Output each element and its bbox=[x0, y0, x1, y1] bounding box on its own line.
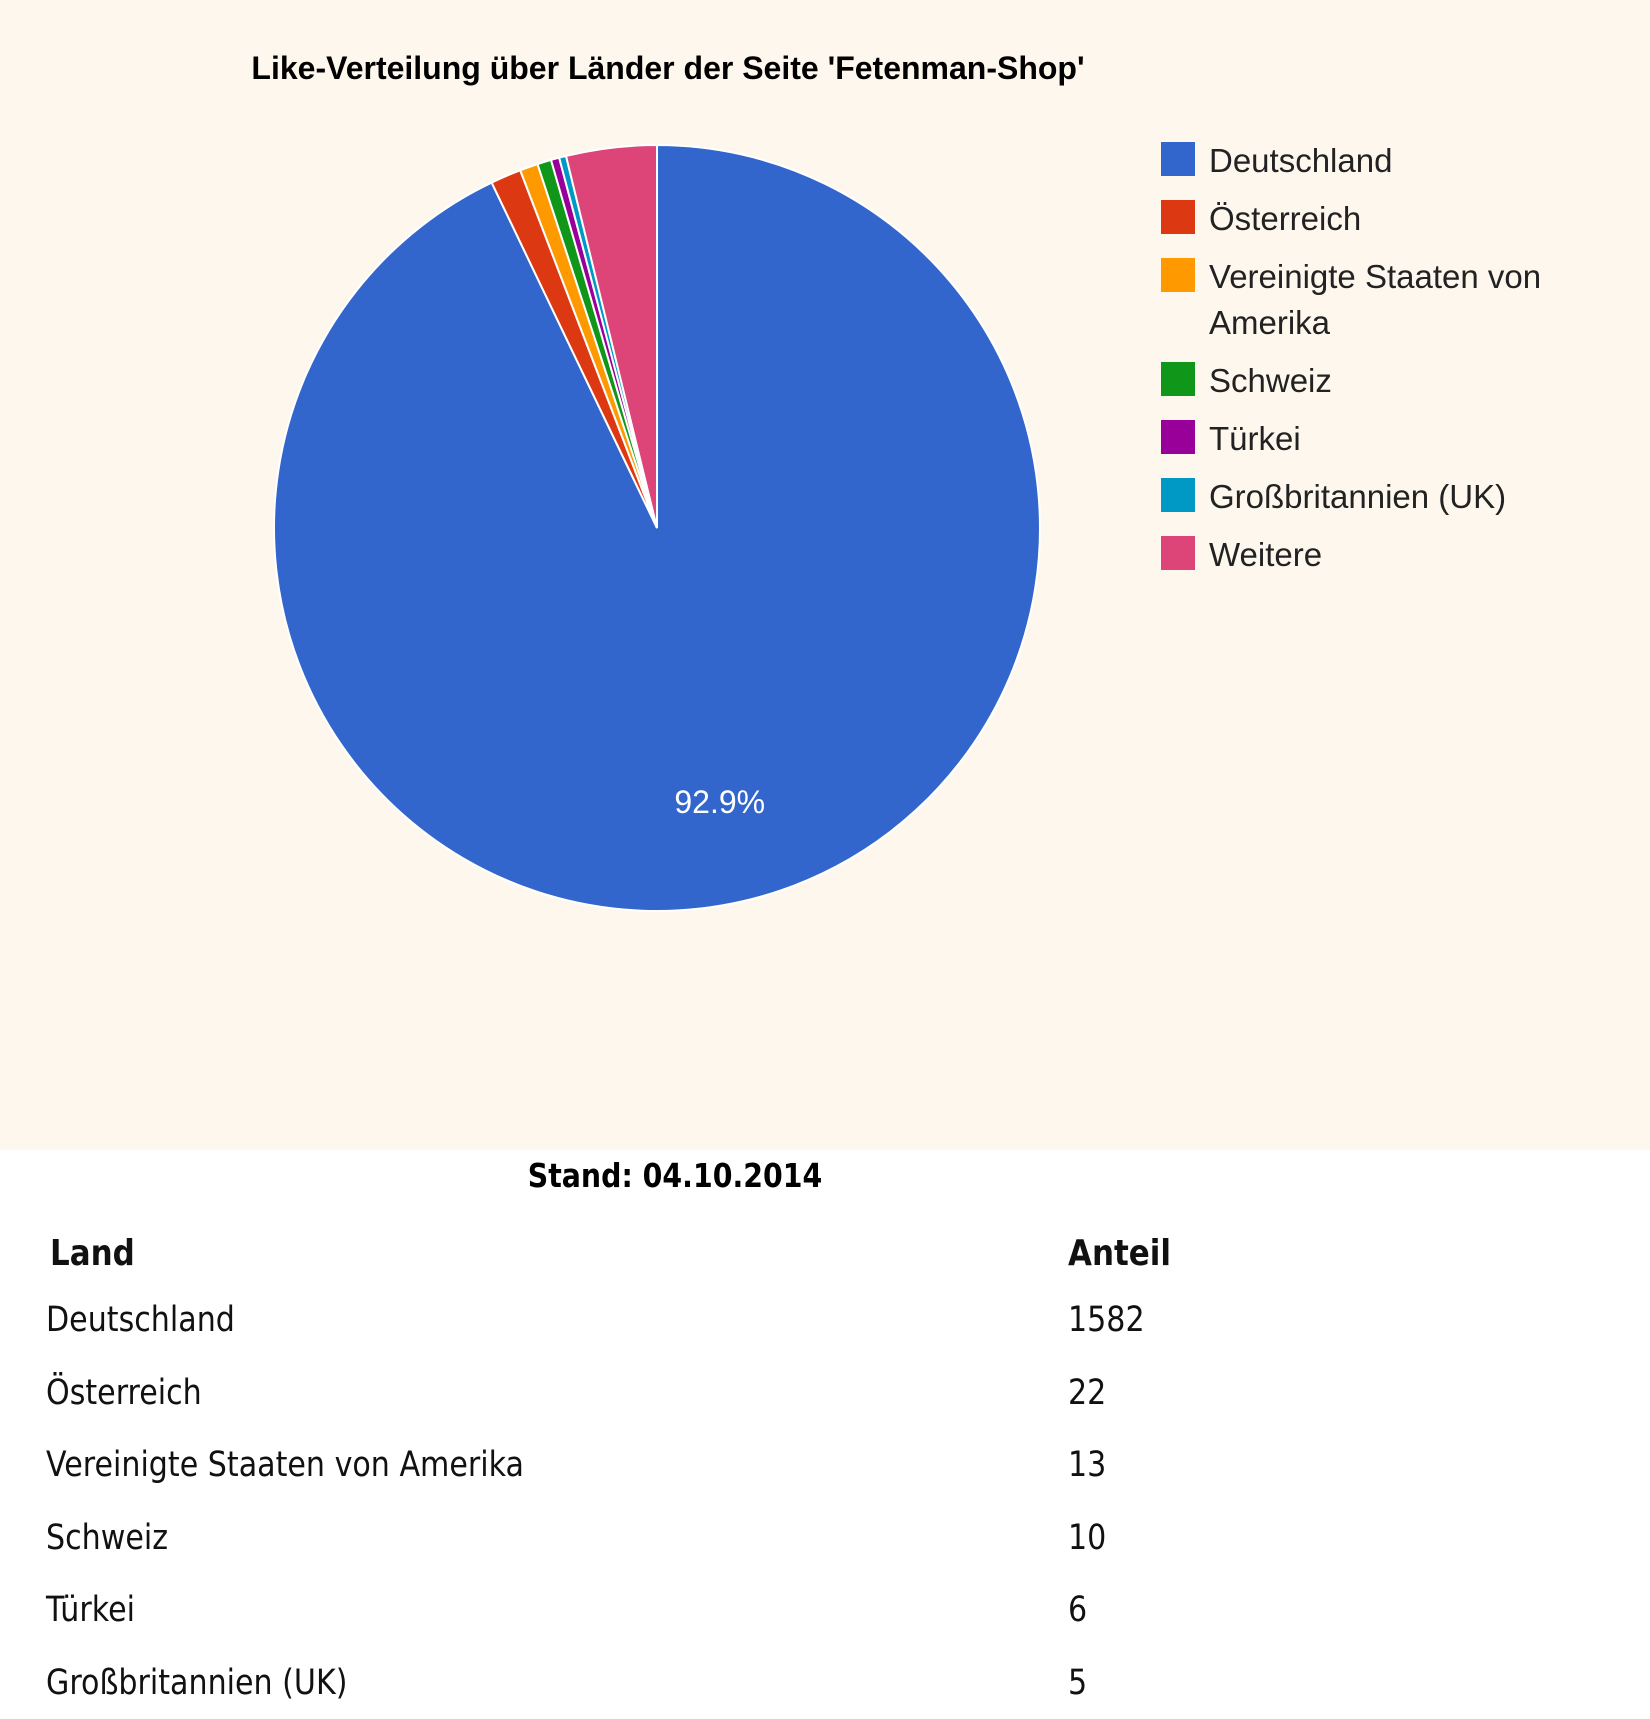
legend-swatch bbox=[1161, 258, 1195, 292]
stand-date: Stand: 04.10.2014 bbox=[95, 1156, 1256, 1195]
legend-swatch bbox=[1161, 478, 1195, 512]
legend-label: Vereinigte Staaten von Amerika bbox=[1209, 254, 1601, 346]
legend-item[interactable]: Vereinigte Staaten von Amerika bbox=[1161, 254, 1601, 346]
cell-land: Schweiz bbox=[46, 1502, 1068, 1575]
legend-swatch bbox=[1161, 536, 1195, 570]
legend-label: Weitere bbox=[1209, 532, 1322, 578]
cell-anteil: 13 bbox=[1068, 1429, 1188, 1502]
chart-area: Like-Verteilung über Länder der Seite 'F… bbox=[0, 0, 1650, 1150]
legend-label: Türkei bbox=[1209, 416, 1301, 462]
legend-item[interactable]: Weitere bbox=[1161, 532, 1601, 578]
legend-label: Schweiz bbox=[1209, 358, 1332, 404]
legend-label: Österreich bbox=[1209, 196, 1361, 242]
legend-swatch bbox=[1161, 142, 1195, 176]
legend-item[interactable]: Türkei bbox=[1161, 416, 1601, 462]
cell-land: Österreich bbox=[46, 1357, 1068, 1430]
cell-anteil: 5 bbox=[1068, 1647, 1188, 1719]
legend-item[interactable]: Deutschland bbox=[1161, 138, 1601, 184]
legend-item[interactable]: Schweiz bbox=[1161, 358, 1601, 404]
table-row: Österreich 22 bbox=[46, 1357, 1188, 1430]
legend-swatch bbox=[1161, 200, 1195, 234]
legend-label: Großbritannien (UK) bbox=[1209, 474, 1506, 520]
cell-land: Großbritannien (UK) bbox=[46, 1647, 1068, 1719]
table-row: Türkei 6 bbox=[46, 1574, 1188, 1647]
column-header-land: Land bbox=[46, 1222, 1068, 1284]
table-header-row: Land Anteil bbox=[46, 1222, 1188, 1284]
legend-label: Deutschland bbox=[1209, 138, 1392, 184]
data-table: Land Anteil Deutschland 1582 Österreich … bbox=[46, 1222, 1188, 1719]
cell-anteil: 10 bbox=[1068, 1502, 1188, 1575]
cell-anteil: 22 bbox=[1068, 1357, 1188, 1430]
legend-swatch bbox=[1161, 362, 1195, 396]
column-header-anteil: Anteil bbox=[1068, 1222, 1188, 1284]
table-row: Großbritannien (UK) 5 bbox=[46, 1647, 1188, 1719]
cell-land: Deutschland bbox=[46, 1284, 1068, 1357]
legend: Deutschland Österreich Vereinigte Staate… bbox=[1161, 138, 1601, 590]
table-row: Vereinigte Staaten von Amerika 13 bbox=[46, 1429, 1188, 1502]
table-row: Deutschland 1582 bbox=[46, 1284, 1188, 1357]
legend-swatch bbox=[1161, 420, 1195, 454]
table-row: Schweiz 10 bbox=[46, 1502, 1188, 1575]
cell-anteil: 1582 bbox=[1068, 1284, 1188, 1357]
legend-item[interactable]: Großbritannien (UK) bbox=[1161, 474, 1601, 520]
cell-land: Vereinigte Staaten von Amerika bbox=[46, 1429, 1068, 1502]
cell-anteil: 6 bbox=[1068, 1574, 1188, 1647]
slice-label: 92.9% bbox=[674, 784, 765, 820]
legend-item[interactable]: Österreich bbox=[1161, 196, 1601, 242]
cell-land: Türkei bbox=[46, 1574, 1068, 1647]
